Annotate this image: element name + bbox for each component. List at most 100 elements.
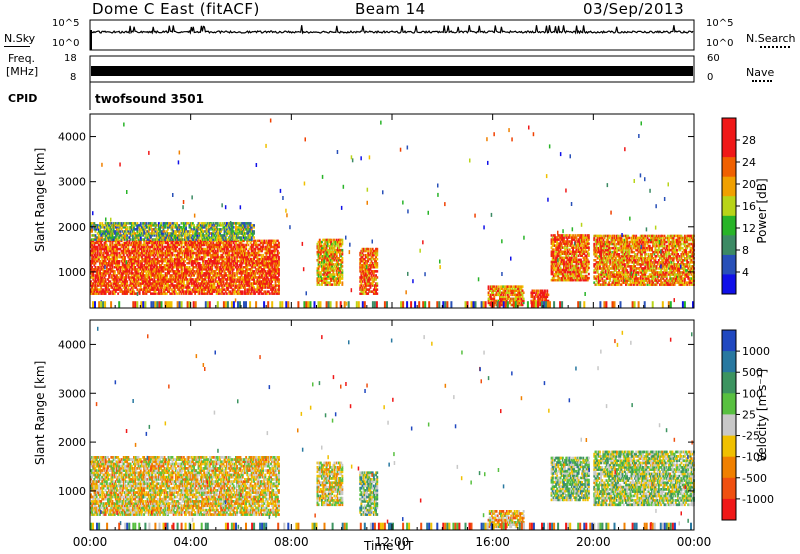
heatmap-cell	[491, 291, 493, 294]
heatmap-cell	[159, 255, 161, 259]
heatmap-cell	[327, 250, 330, 254]
heatmap-cell	[203, 241, 206, 245]
heatmap-cell	[319, 248, 322, 252]
heatmap-cell	[167, 234, 169, 237]
heatmap-cell	[374, 288, 376, 291]
heatmap-cell	[232, 288, 235, 291]
heatmap-cell	[194, 278, 197, 281]
heatmap-cell	[182, 274, 185, 277]
heatmap-cell	[130, 276, 133, 279]
heatmap-cell	[157, 228, 160, 231]
heatmap-cell	[126, 239, 129, 243]
heatmap-cell	[221, 241, 224, 245]
heatmap-cell	[242, 253, 245, 257]
heatmap-cell	[265, 253, 268, 257]
heatmap-cell	[173, 290, 176, 293]
heatmap-cell	[316, 281, 319, 284]
heatmap-cell	[501, 297, 504, 301]
heatmap-cell	[213, 234, 216, 237]
heatmap-cell	[239, 270, 242, 273]
heatmap-cell	[341, 259, 344, 262]
heatmap-cell	[184, 239, 186, 243]
heatmap-cell	[229, 274, 232, 277]
heatmap-cell	[189, 239, 192, 243]
heatmap-cell	[335, 248, 338, 252]
heatmap-cell	[193, 286, 195, 289]
heatmap-cell	[253, 272, 255, 275]
heatmap-cell	[359, 266, 362, 269]
heatmap-cell	[253, 232, 255, 235]
heatmap-cell	[317, 257, 320, 260]
heatmap-cell	[266, 272, 269, 275]
heatmap-cell	[187, 257, 190, 261]
heatmap-cell	[214, 243, 217, 247]
heatmap-cell	[215, 230, 218, 233]
heatmap-cell	[254, 260, 257, 263]
heatmap-cell	[338, 248, 340, 252]
heatmap-cell	[193, 236, 195, 239]
heatmap-cell	[487, 299, 490, 303]
heatmap-cell	[259, 249, 262, 253]
heatmap-cell	[169, 274, 172, 277]
heatmap-cell	[144, 234, 147, 237]
heatmap-cell	[171, 226, 174, 229]
heatmap-cell	[503, 297, 506, 301]
heatmap-cell	[496, 299, 499, 303]
heatmap-cell	[206, 264, 209, 267]
heatmap-cell	[129, 272, 132, 275]
heatmap-cell	[278, 251, 280, 255]
heatmap-cell	[225, 262, 228, 265]
heatmap-cell	[170, 284, 173, 287]
heatmap-cell	[322, 261, 325, 264]
heatmap-cell	[215, 266, 218, 269]
heatmap-cell	[148, 236, 151, 239]
heatmap-cell	[96, 257, 99, 261]
heatmap-cell	[206, 249, 209, 253]
heatmap-cell	[120, 251, 123, 255]
heatmap-cell	[263, 282, 266, 285]
heatmap-cell	[274, 282, 277, 285]
heatmap-cell	[174, 274, 177, 277]
heatmap-cell	[240, 239, 243, 243]
heatmap-cell	[107, 226, 109, 229]
heatmap-cell	[165, 286, 168, 289]
heatmap-cell	[180, 266, 183, 269]
heatmap-cell	[319, 277, 322, 280]
heatmap-cell	[213, 247, 216, 251]
heatmap-cell	[271, 264, 274, 267]
heatmap-cell	[339, 259, 341, 262]
heatmap-cell	[168, 280, 170, 283]
heatmap-cell	[170, 260, 173, 263]
heatmap-cell	[264, 264, 267, 267]
heatmap-cell	[266, 286, 269, 289]
heatmap-cell	[244, 224, 246, 227]
heatmap-cell	[136, 232, 139, 235]
heatmap-cell	[195, 228, 198, 231]
heatmap-cell	[256, 262, 259, 265]
heatmap-cell	[275, 266, 278, 269]
heatmap-cell	[181, 274, 184, 277]
heatmap-cell	[251, 284, 254, 287]
heatmap-cell	[322, 244, 325, 248]
heatmap-cell	[502, 289, 505, 292]
heatmap-cell	[221, 253, 224, 257]
heatmap-cell	[238, 276, 241, 279]
heatmap-cell	[135, 241, 138, 245]
heatmap-cell	[180, 238, 183, 241]
heatmap-cell	[242, 230, 245, 233]
heatmap-cell	[329, 265, 331, 268]
heatmap-cell	[199, 224, 202, 227]
heatmap-cell	[198, 270, 201, 273]
heatmap-cell	[176, 292, 178, 295]
heatmap-cell	[125, 238, 127, 241]
heatmap-cell	[171, 234, 174, 237]
heatmap-cell	[171, 288, 174, 291]
heatmap-cell	[92, 284, 95, 287]
heatmap-cell	[110, 284, 113, 287]
heatmap-cell	[190, 228, 193, 231]
heatmap-cell	[218, 286, 220, 289]
heatmap-cell	[267, 249, 270, 253]
heatmap-cell	[160, 284, 163, 287]
heatmap-cell	[317, 246, 320, 250]
heatmap-cell	[169, 238, 172, 241]
